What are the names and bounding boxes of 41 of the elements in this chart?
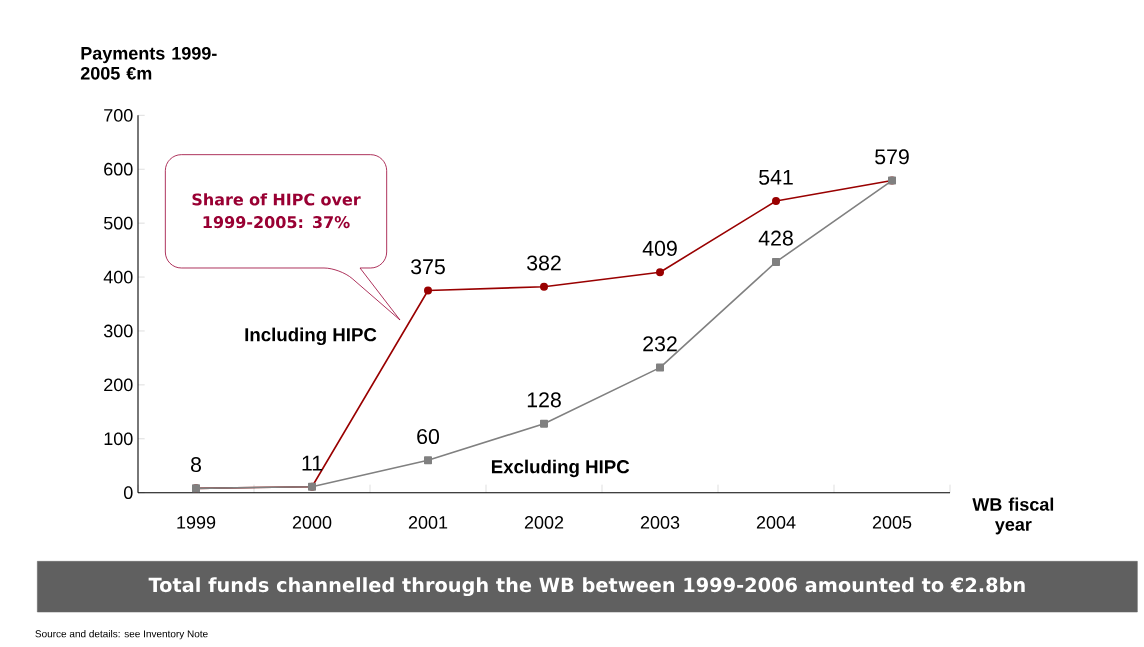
data-label: 60	[417, 429, 440, 445]
x-tick-label: 2001	[408, 516, 448, 529]
point	[772, 197, 781, 206]
y-tick-label: 700	[104, 109, 133, 122]
series-label: Including HIPC	[245, 327, 377, 346]
point	[424, 286, 433, 295]
data-label: 232	[643, 336, 677, 352]
point	[656, 268, 665, 277]
data-label: 8	[190, 457, 202, 473]
point	[424, 456, 433, 465]
data-label: 11	[302, 455, 323, 471]
y-tick-label: 600	[104, 163, 133, 176]
annotation: Share of HIPC over 1999-2005: 37%	[192, 193, 361, 229]
x-tick-label: 2004	[756, 516, 796, 529]
text: Total funds channelled through the WB between 1999-2006 amounted to €2.8bn	[148, 577, 1025, 597]
x-axis-title: WB fiscal year	[972, 497, 1054, 535]
data-label: 382	[527, 255, 561, 271]
point	[772, 258, 781, 267]
point	[540, 419, 549, 428]
point	[540, 282, 549, 291]
series-label: Excluding HIPC	[491, 459, 630, 478]
y-tick-label: 500	[103, 216, 133, 230]
y-tick-label: 100	[104, 432, 133, 446]
data-label: 409	[642, 240, 677, 257]
x-tick-label: 2003	[640, 516, 680, 529]
source-note: Source and details: see Inventory Note	[35, 630, 208, 640]
data-label: 428	[758, 230, 793, 246]
data-label: 128	[527, 392, 561, 408]
y-axis-title: Payments 1999-2005 €m	[80, 47, 217, 80]
data-label: 579	[875, 149, 909, 165]
x-tick-label: 2002	[524, 516, 564, 529]
y-tick-label: 400	[103, 270, 133, 284]
y-tick-label: 300	[103, 324, 133, 338]
data-label: 375	[411, 259, 445, 275]
data-label: 541	[759, 170, 793, 185]
y-tick-label: 0	[123, 486, 133, 500]
x-tick-label: 1999	[177, 516, 216, 529]
y-tick-label: 200	[104, 378, 133, 392]
x-tick-label: 2005	[872, 516, 912, 529]
x-tick-label: 2000	[292, 516, 332, 529]
point	[656, 363, 665, 372]
